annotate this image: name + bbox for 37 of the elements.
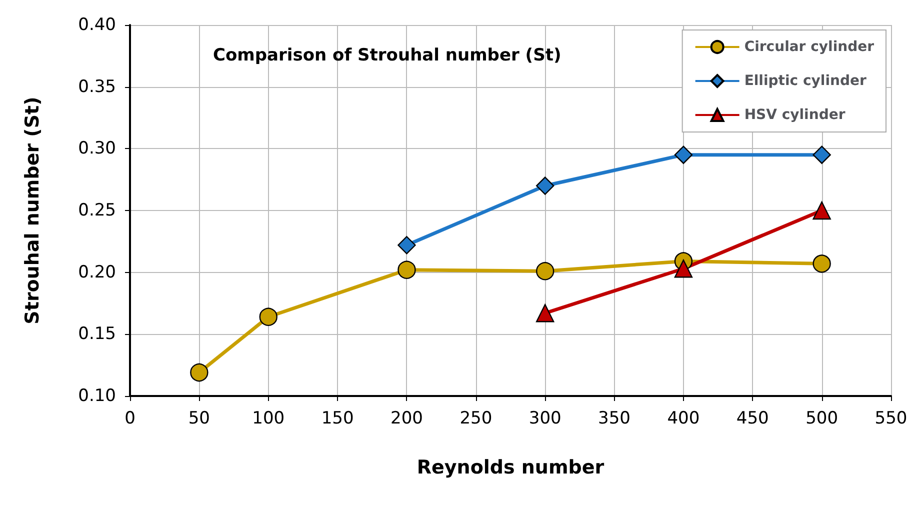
- x-tick-label: 500: [806, 408, 838, 428]
- point: [812, 201, 831, 220]
- y-axis-title: Strouhal number (St): [22, 96, 44, 324]
- x-tick-label: 450: [736, 408, 769, 428]
- x-tick-label: 150: [321, 408, 354, 428]
- point: [536, 304, 554, 322]
- point: [536, 262, 554, 280]
- x-tick-label: 0: [124, 408, 136, 428]
- text: Comparison of Strouhal number (St): [213, 46, 562, 66]
- point: [674, 146, 693, 164]
- x-tick-label: 200: [390, 408, 423, 428]
- point: [398, 236, 416, 254]
- x-axis-title: Reynolds number: [416, 456, 605, 478]
- x-tick-label: 400: [667, 408, 700, 428]
- y-tick-label: 0.30: [78, 138, 116, 159]
- y-tick-label: 0.10: [78, 386, 116, 406]
- x-tick-label: 350: [598, 408, 630, 428]
- legend-label: Circular cylinder: [744, 39, 874, 55]
- x-tick-label: 250: [460, 408, 492, 428]
- point: [536, 176, 554, 195]
- x-tick-label: 50: [188, 408, 210, 428]
- y-tick-label: 0.15: [78, 324, 116, 344]
- x-tick-label: 550: [874, 408, 908, 428]
- y-tick-label: 0.40: [78, 15, 116, 35]
- point: [812, 254, 831, 273]
- point: [398, 260, 416, 279]
- y-tick-label: 0.35: [78, 76, 116, 97]
- point: [259, 308, 278, 326]
- point: [674, 260, 693, 278]
- legend-label: Elliptic cylinder: [744, 73, 866, 89]
- point: [190, 363, 208, 382]
- y-tick-label: 0.25: [78, 200, 116, 220]
- x-tick-label: 300: [528, 408, 562, 428]
- x-tick-label: 100: [252, 408, 285, 428]
- y-tick-label: 0.20: [78, 262, 116, 282]
- point: [812, 146, 831, 164]
- legend-label: HSV cylinder: [744, 107, 846, 123]
